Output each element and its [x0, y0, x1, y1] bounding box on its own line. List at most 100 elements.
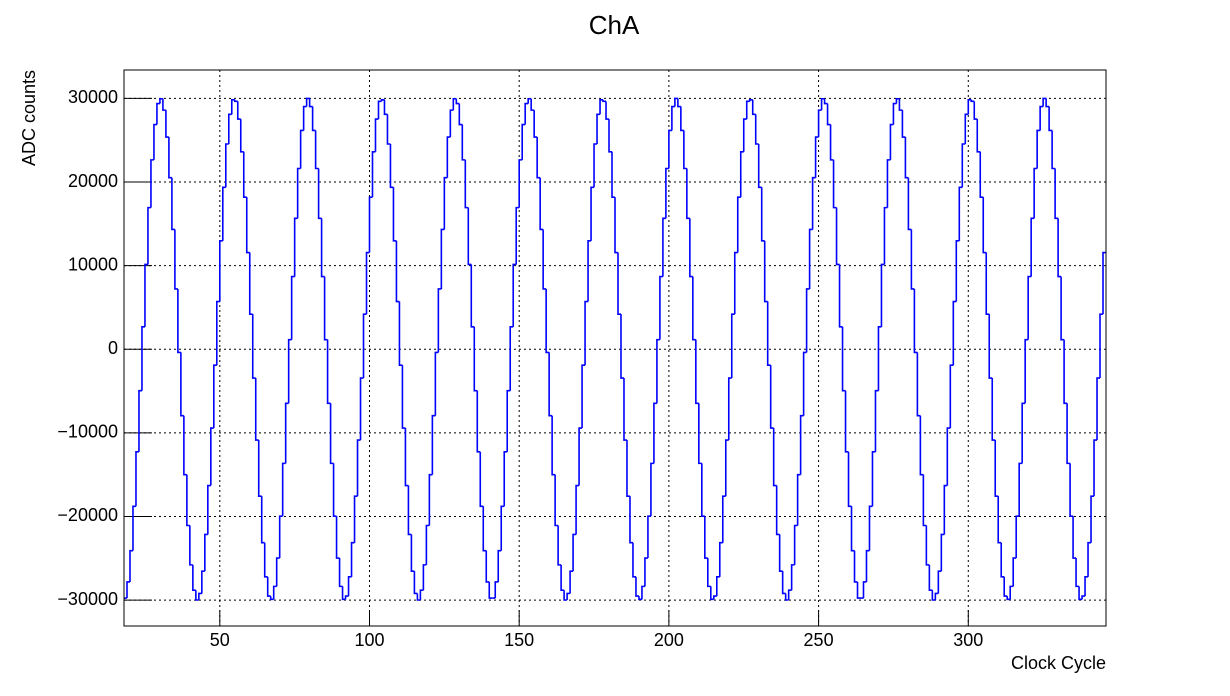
histogram-step	[186, 474, 190, 527]
histogram-step	[159, 97, 163, 104]
histogram-step	[727, 377, 732, 441]
histogram-step	[1051, 130, 1056, 170]
histogram-step	[952, 300, 957, 366]
histogram-step	[787, 589, 792, 600]
histogram-step	[641, 585, 645, 600]
histogram-step	[129, 549, 133, 582]
histogram-step	[207, 484, 211, 535]
histogram-step	[868, 505, 873, 551]
histogram-step	[1069, 463, 1074, 517]
histogram-step	[1090, 495, 1095, 543]
histogram-step	[299, 129, 304, 169]
histogram-step	[602, 99, 607, 103]
histogram-step	[395, 240, 400, 303]
histogram-step	[162, 98, 166, 111]
y-tick-label: −10000	[57, 422, 118, 442]
histogram-step	[293, 217, 298, 277]
histogram-step	[371, 150, 376, 198]
histogram-step	[392, 187, 397, 242]
histogram-step	[248, 252, 253, 315]
histogram-step	[356, 439, 361, 497]
histogram-step	[838, 264, 843, 328]
histogram-step	[856, 581, 861, 599]
histogram-step	[201, 570, 205, 594]
histogram-step	[754, 114, 759, 145]
histogram-step	[410, 534, 415, 572]
histogram-step	[521, 123, 526, 160]
histogram-step	[689, 218, 693, 278]
histogram-step	[1018, 462, 1023, 517]
histogram-step	[518, 159, 523, 208]
histogram-step	[1063, 339, 1068, 405]
histogram-step	[557, 525, 562, 566]
histogram-step	[707, 558, 711, 588]
histogram-step	[156, 102, 160, 125]
histogram-step	[928, 564, 933, 592]
histogram-step	[638, 596, 642, 601]
histogram-step	[659, 275, 663, 340]
histogram-step	[446, 136, 451, 178]
histogram-step	[1024, 338, 1029, 404]
histogram-step	[760, 187, 765, 242]
histogram-step	[668, 129, 672, 169]
histogram-step	[1000, 542, 1005, 578]
histogram-step	[988, 314, 993, 379]
histogram-step	[796, 473, 801, 526]
histogram-step	[542, 229, 547, 290]
histogram-step	[979, 151, 984, 198]
y-axis-label: ADC counts	[19, 70, 39, 166]
histogram-step	[434, 351, 439, 416]
histogram-step	[931, 590, 936, 601]
histogram-step	[772, 428, 777, 487]
histogram-step	[736, 196, 741, 253]
histogram-step	[1036, 129, 1041, 169]
histogram-step	[739, 150, 744, 198]
histogram-step	[695, 339, 699, 405]
histogram-step	[898, 98, 903, 111]
histogram-step	[416, 593, 421, 601]
histogram-step	[302, 105, 307, 131]
histogram-step	[578, 427, 583, 486]
histogram-step	[236, 101, 241, 120]
histogram-step	[976, 119, 981, 153]
histogram-step	[305, 97, 310, 107]
histogram-step	[224, 143, 229, 188]
histogram-step	[485, 550, 490, 583]
histogram-step	[850, 506, 855, 552]
histogram-step	[943, 484, 948, 535]
y-tick-label: 10000	[68, 254, 118, 274]
histogram-step	[745, 100, 750, 120]
histogram-step	[778, 534, 783, 572]
histogram-step	[1078, 586, 1083, 601]
histogram-step	[132, 505, 136, 551]
histogram-step	[614, 197, 618, 254]
histogram-step	[973, 101, 978, 120]
histogram-step	[362, 313, 367, 379]
histogram-step	[359, 377, 364, 441]
histogram-step	[440, 228, 445, 289]
histogram-step	[853, 550, 858, 583]
histogram-step	[847, 451, 852, 508]
histogram-step	[174, 229, 178, 290]
histogram-step	[635, 576, 639, 597]
histogram-step	[419, 589, 424, 600]
histogram-step	[503, 451, 508, 507]
histogram-step	[135, 451, 139, 507]
histogram-step	[551, 415, 556, 476]
histogram-step	[1054, 168, 1059, 220]
x-tick-label: 300	[953, 630, 983, 650]
histogram-step	[1027, 275, 1032, 340]
histogram-step	[886, 159, 891, 208]
histogram-step	[581, 364, 586, 429]
histogram-step	[213, 364, 217, 429]
histogram-step	[907, 177, 912, 231]
histogram-step	[509, 326, 514, 391]
histogram-step	[210, 427, 214, 486]
histogram-step	[563, 590, 568, 601]
histogram-step	[545, 288, 550, 354]
histogram-step	[296, 167, 301, 219]
histogram-step	[784, 593, 789, 601]
histogram-step	[832, 159, 837, 209]
histogram-step	[183, 415, 187, 476]
histogram-step	[895, 97, 900, 104]
